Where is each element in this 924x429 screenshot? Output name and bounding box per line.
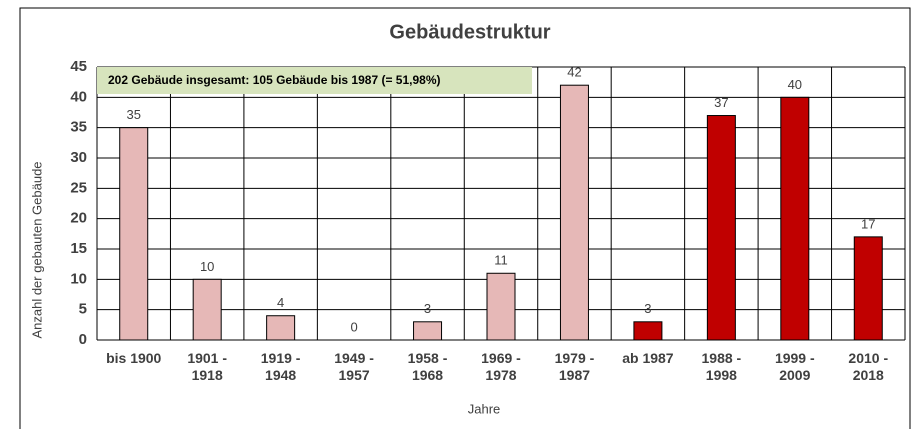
y-tick-label: 10 — [70, 270, 87, 287]
y-tick-label: 40 — [70, 88, 87, 105]
y-tick-label: 0 — [79, 331, 87, 348]
x-tick-label: 1999 - 2009 — [774, 350, 815, 383]
value-label: 10 — [200, 259, 214, 274]
x-tick-label: ab 1987 — [622, 350, 674, 366]
bar — [486, 272, 516, 341]
value-label: 3 — [644, 301, 651, 316]
y-tick-label: 20 — [70, 210, 87, 227]
chart-title: Gebäudestruktur — [389, 21, 550, 43]
value-label: 11 — [494, 253, 508, 268]
value-label: 3 — [424, 301, 431, 316]
y-tick-label: 5 — [79, 301, 87, 318]
bar — [266, 315, 296, 341]
bar — [780, 96, 810, 341]
x-tick-label: 2010 - 2018 — [848, 350, 889, 383]
bar — [119, 127, 149, 341]
annotation-box — [97, 67, 532, 94]
value-label: 17 — [861, 216, 875, 231]
y-tick-label: 25 — [70, 179, 87, 196]
x-tick-label: bis 1900 — [106, 350, 162, 366]
value-label: 42 — [567, 65, 581, 80]
x-tick-label: 1949 - 1957 — [334, 350, 374, 383]
bar — [633, 321, 663, 341]
value-label: 0 — [350, 319, 357, 334]
annotation: 202 Gebäude insgesamt: 105 Gebäude bis 1… — [108, 73, 441, 87]
y-tick-label: 30 — [70, 149, 87, 166]
x-tick-label: 1958 - 1968 — [407, 350, 448, 383]
x-tick-label: 1979 - 1987 — [554, 350, 595, 383]
bar — [559, 84, 589, 341]
x-tick-label: 1969 - 1978 — [481, 350, 521, 383]
bar — [413, 321, 443, 341]
y-tick-label: 35 — [70, 119, 87, 136]
y-tick-label: 45 — [70, 58, 87, 75]
x-tick-label: 1919 - 1948 — [260, 350, 301, 383]
x-tick-label: 1988 - 1998 — [701, 350, 742, 383]
bar — [192, 278, 222, 341]
x-tick-label: 1901 - 1918 — [187, 350, 228, 383]
value-label: 37 — [714, 95, 728, 110]
bar — [706, 115, 736, 341]
x-axis-label: Jahre — [468, 401, 501, 416]
bar — [853, 236, 883, 341]
value-label: 40 — [788, 77, 802, 92]
y-tick-label: 15 — [70, 240, 87, 257]
value-label: 35 — [126, 107, 140, 122]
value-label: 4 — [277, 295, 284, 310]
y-axis-label: Anzahl der gebauten Gebäude — [29, 161, 44, 338]
